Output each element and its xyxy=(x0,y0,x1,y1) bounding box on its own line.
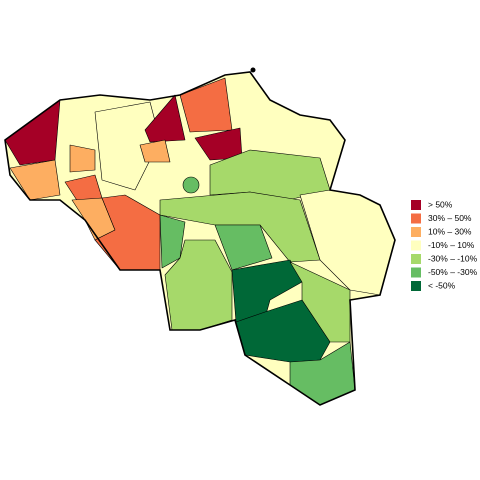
legend-label: 10% – 30% xyxy=(428,226,472,236)
legend-label: -30% – -10% xyxy=(428,253,478,263)
border xyxy=(4,71,396,406)
legend-swatch xyxy=(411,200,421,210)
region xyxy=(179,77,233,133)
legend-swatch xyxy=(411,213,421,224)
regions xyxy=(4,67,396,406)
region xyxy=(94,101,161,191)
legend-label: -50% – -30% xyxy=(428,267,478,277)
legend-swatch xyxy=(411,240,421,251)
legend-label: < -50% xyxy=(428,280,456,290)
legend-label: 30% – 50% xyxy=(428,213,472,223)
region xyxy=(9,159,61,201)
region xyxy=(235,299,331,363)
legend-label: > 50% xyxy=(428,199,453,209)
legend-swatch xyxy=(411,281,421,291)
region xyxy=(139,139,171,163)
legend-label: -10% – 10% xyxy=(428,240,475,250)
legend-swatch xyxy=(411,227,421,237)
enclave xyxy=(250,67,256,73)
legend: > 50% 30% – 50% 10% – 30% -10% – 10% -30% – … xyxy=(411,199,478,291)
region xyxy=(214,224,273,271)
region xyxy=(69,144,96,173)
legend-swatch xyxy=(411,254,421,264)
region xyxy=(144,94,186,143)
legend-swatch xyxy=(411,267,421,278)
region xyxy=(182,176,200,194)
